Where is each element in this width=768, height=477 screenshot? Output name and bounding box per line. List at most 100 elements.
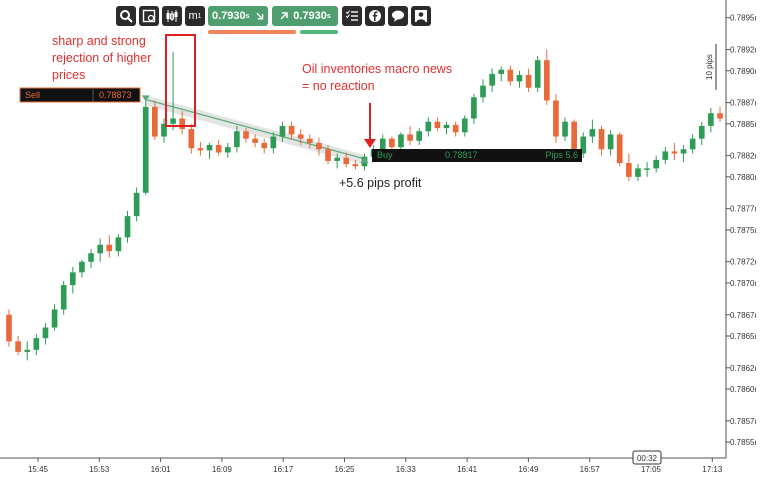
y-tick-label: 0.7855ı [730, 438, 757, 447]
candle [607, 130, 614, 156]
candle-body [653, 159, 660, 169]
y-tick-label: 0.7877ı [730, 205, 757, 214]
x-tick-label: 16:17 [273, 465, 294, 474]
y-tick-label: 0.7890ı [730, 67, 757, 76]
buy-marker [360, 156, 369, 163]
sell-price: 0.7930 [212, 10, 246, 22]
candle-body [407, 134, 413, 141]
chat-icon[interactable] [388, 6, 408, 26]
candle [461, 115, 468, 137]
sell-price-suffix: s [245, 12, 250, 20]
candle-body [206, 145, 213, 151]
candle-body [261, 142, 268, 149]
x-tick-label: 16:57 [580, 465, 601, 474]
sell-marker [141, 95, 150, 102]
x-tick-label: 17:05 [641, 465, 662, 474]
buy-order-box [372, 149, 582, 162]
y-tick-label: 0.7857ı [730, 417, 757, 426]
rejection-annotation: sharp and strong rejection of higher pri… [52, 34, 152, 82]
candle-body [69, 272, 76, 286]
candle [334, 153, 340, 169]
sell-volume-bar [208, 30, 296, 34]
buy-volume-bar [300, 30, 338, 34]
candle-body [270, 136, 277, 149]
buy-price-button[interactable]: 0.7930 s [272, 6, 338, 26]
y-tick-label: 0.7860ı [730, 385, 757, 394]
candle [33, 333, 40, 356]
y-tick-label: 0.7882ı [730, 152, 757, 161]
candle [443, 121, 450, 135]
candle [206, 142, 213, 159]
rejection-highlight-box [165, 34, 196, 127]
candle-body [607, 134, 614, 150]
buy-price-suffix: s [326, 12, 331, 20]
candle-body [616, 134, 623, 164]
user-icon[interactable] [411, 6, 431, 26]
candle [288, 121, 295, 140]
candle-body [243, 131, 249, 139]
chart-settings-icon[interactable] [139, 6, 159, 26]
candle [124, 210, 131, 243]
trade-band [145, 95, 365, 165]
candle-body [288, 125, 295, 135]
y-tick-label: 0.7880ı [730, 173, 757, 182]
candle [580, 132, 587, 158]
candle [115, 234, 122, 257]
candle-body [398, 134, 404, 148]
candle [106, 235, 113, 258]
candle-body [106, 244, 113, 252]
candle-body [88, 253, 94, 262]
candle-body [562, 121, 568, 137]
candle-body [598, 129, 605, 150]
candle [398, 132, 404, 152]
candle-body [115, 237, 122, 252]
candle [60, 280, 67, 315]
candle-body [434, 121, 441, 129]
candle-body [689, 138, 696, 150]
candle-body [252, 138, 258, 143]
candle-body [60, 285, 67, 310]
y-tick-label: 0.7895ı [730, 14, 757, 23]
candle-body [626, 163, 632, 177]
buy-arrow-icon [280, 12, 288, 20]
timeframe-sub: 1 [197, 12, 202, 20]
candle-body [452, 124, 459, 133]
candle [616, 132, 623, 167]
candle-body [352, 164, 359, 167]
candle-body [471, 97, 477, 119]
candle-body [516, 75, 523, 82]
candle [252, 134, 258, 148]
facebook-icon[interactable] [365, 6, 385, 26]
candle [133, 187, 140, 222]
candle-body [589, 129, 596, 137]
candle [69, 267, 76, 294]
magnifier-icon[interactable] [116, 6, 136, 26]
candles-layer [6, 49, 723, 361]
candle [270, 132, 277, 154]
checklist-icon[interactable] [342, 6, 362, 26]
candle-body [33, 338, 40, 350]
candle [261, 138, 268, 154]
sell-price-button[interactable]: 0.7930 s [208, 6, 268, 26]
candle-body [79, 261, 85, 273]
x-tick-label: 17:13 [702, 465, 723, 474]
candle [708, 107, 714, 133]
candlestick-icon[interactable] [162, 6, 182, 26]
candle [635, 164, 641, 182]
candle [215, 139, 222, 156]
oil-news-annotation: Oil inventories macro news = no reaction [302, 62, 453, 93]
x-tick-label: 16:41 [457, 465, 478, 474]
candle [498, 66, 505, 82]
candle [562, 117, 568, 141]
candle [24, 341, 31, 361]
candle-body [498, 69, 505, 74]
sell-order-box [19, 87, 141, 103]
candle-body [142, 106, 149, 193]
candle [42, 323, 49, 345]
candle-body [179, 118, 186, 130]
candle [553, 94, 559, 143]
x-tick-label: 15:45 [28, 465, 49, 474]
y-tick-label: 0.7867ı [730, 311, 757, 320]
